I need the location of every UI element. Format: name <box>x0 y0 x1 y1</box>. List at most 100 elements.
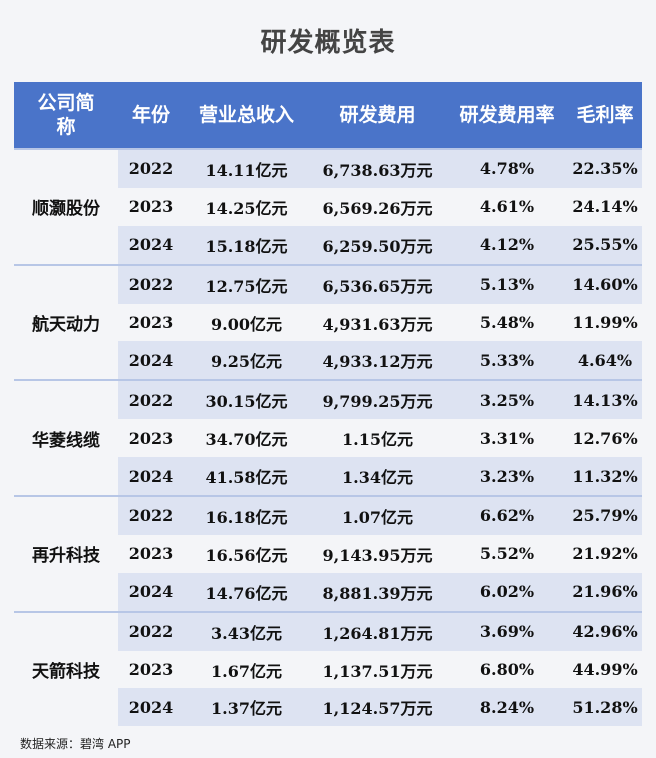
cell-rd-rate: 4.12% <box>446 225 568 265</box>
cell-revenue: 30.15亿元 <box>184 379 309 420</box>
cell-rd-expense: 6,536.65万元 <box>309 263 446 304</box>
cell-revenue: 1.67亿元 <box>184 650 309 689</box>
cell-revenue: 15.18亿元 <box>184 225 309 265</box>
cell-revenue: 12.75亿元 <box>184 263 309 304</box>
cell-gross-margin: 4.64% <box>568 341 642 381</box>
cell-company: 再升科技 <box>14 495 118 612</box>
table-row: 2024 41.58亿元 1.34亿元 3.23% 11.32% <box>14 457 642 497</box>
header-gross-margin: 毛利率 <box>568 82 642 149</box>
data-source-note: 数据来源：碧湾 APP <box>20 737 131 751</box>
cell-gross-margin: 21.92% <box>568 534 642 573</box>
cell-rd-expense: 6,738.63万元 <box>309 148 446 188</box>
cell-rd-rate: 3.69% <box>446 610 568 651</box>
cell-company: 天箭科技 <box>14 610 118 727</box>
table-row: 再升科技 2022 16.18亿元 1.07亿元 6.62% 25.79% <box>14 495 642 612</box>
cell-rd-expense: 9,799.25万元 <box>309 379 446 420</box>
cell-gross-margin: 21.96% <box>568 572 642 612</box>
cell-gross-margin: 14.60% <box>568 263 642 304</box>
cell-rd-rate: 5.13% <box>446 263 568 304</box>
header-rd-expense: 研发费用 <box>309 82 446 149</box>
cell-gross-margin: 42.96% <box>568 610 642 651</box>
cell-gross-margin: 51.28% <box>568 688 642 727</box>
cell-rd-rate: 6.80% <box>446 650 568 689</box>
cell-rd-expense: 6,259.50万元 <box>309 225 446 265</box>
cell-revenue: 34.70亿元 <box>184 419 309 458</box>
header-year: 年份 <box>118 82 184 149</box>
table-row: 2024 9.25亿元 4,933.12万元 5.33% 4.64% <box>14 341 642 381</box>
table-row: 2023 14.25亿元 6,569.26万元 4.61% 24.14% <box>14 187 642 226</box>
cell-year: 2022 <box>118 610 184 651</box>
cell-revenue: 14.25亿元 <box>184 187 309 226</box>
cell-rd-rate: 3.25% <box>446 379 568 420</box>
cell-year: 2023 <box>118 650 184 689</box>
cell-rd-expense: 1.07亿元 <box>309 495 446 535</box>
cell-gross-margin: 11.32% <box>568 457 642 497</box>
table-row: 顺灏股份 2022 14.11亿元 6,738.63万元 4.78% 22.35% <box>14 148 642 265</box>
cell-rd-rate: 6.02% <box>446 572 568 612</box>
cell-gross-margin: 44.99% <box>568 650 642 689</box>
cell-year: 2023 <box>118 303 184 342</box>
cell-revenue: 1.37亿元 <box>184 688 309 727</box>
cell-gross-margin: 14.13% <box>568 379 642 420</box>
cell-year: 2023 <box>118 419 184 458</box>
table-row: 天箭科技 2022 3.43亿元 1,264.81万元 3.69% 42.96% <box>14 610 642 727</box>
cell-year: 2024 <box>118 341 184 381</box>
cell-year: 2023 <box>118 187 184 226</box>
header-rd-rate: 研发费用率 <box>446 82 568 149</box>
table-row: 2024 15.18亿元 6,259.50万元 4.12% 25.55% <box>14 225 642 265</box>
cell-revenue: 14.11亿元 <box>184 148 309 188</box>
cell-gross-margin: 24.14% <box>568 187 642 226</box>
cell-company: 航天动力 <box>14 263 118 381</box>
rd-overview-table-container: 公司简称 年份 营业总收入 研发费用 研发费用率 毛利率 顺灏股份 2022 14.… <box>14 82 642 727</box>
cell-gross-margin: 11.99% <box>568 303 642 342</box>
table-row: 2023 9.00亿元 4,931.63万元 5.48% 11.99% <box>14 303 642 342</box>
cell-gross-margin: 25.55% <box>568 225 642 265</box>
table-row: 华菱线缆 2022 30.15亿元 9,799.25万元 3.25% 14.13% <box>14 379 642 497</box>
cell-rd-rate: 8.24% <box>446 688 568 727</box>
cell-rd-rate: 6.62% <box>446 495 568 535</box>
cell-rd-rate: 3.31% <box>446 419 568 458</box>
table-row: 2024 1.37亿元 1,124.57万元 8.24% 51.28% <box>14 688 642 727</box>
rd-overview-table: 公司简称 年份 营业总收入 研发费用 研发费用率 毛利率 顺灏股份 2022 14.… <box>14 82 642 727</box>
cell-rd-expense: 8,881.39万元 <box>309 572 446 612</box>
cell-rd-rate: 4.61% <box>446 187 568 226</box>
cell-rd-expense: 4,933.12万元 <box>309 341 446 381</box>
cell-year: 2024 <box>118 225 184 265</box>
cell-rd-expense: 4,931.63万元 <box>309 303 446 342</box>
cell-year: 2023 <box>118 534 184 573</box>
cell-revenue: 3.43亿元 <box>184 610 309 651</box>
cell-year: 2022 <box>118 379 184 420</box>
cell-rd-expense: 6,569.26万元 <box>309 187 446 226</box>
cell-revenue: 16.18亿元 <box>184 495 309 535</box>
cell-company: 华菱线缆 <box>14 379 118 497</box>
header-company: 公司简称 <box>14 82 118 149</box>
cell-year: 2022 <box>118 148 184 188</box>
table-row: 2023 1.67亿元 1,137.51万元 6.80% 44.99% <box>14 650 642 689</box>
cell-year: 2022 <box>118 495 184 535</box>
header-revenue: 营业总收入 <box>184 82 309 149</box>
cell-year: 2024 <box>118 572 184 612</box>
cell-rd-expense: 1.15亿元 <box>309 419 446 458</box>
cell-rd-expense: 1.34亿元 <box>309 457 446 497</box>
cell-revenue: 9.25亿元 <box>184 341 309 381</box>
table-row: 2023 34.70亿元 1.15亿元 3.31% 12.76% <box>14 419 642 458</box>
cell-gross-margin: 22.35% <box>568 148 642 188</box>
cell-revenue: 14.76亿元 <box>184 572 309 612</box>
cell-year: 2024 <box>118 688 184 727</box>
cell-gross-margin: 12.76% <box>568 419 642 458</box>
cell-rd-expense: 1,264.81万元 <box>309 610 446 651</box>
cell-rd-rate: 5.52% <box>446 534 568 573</box>
cell-rd-expense: 1,137.51万元 <box>309 650 446 689</box>
table-header-row: 公司简称 年份 营业总收入 研发费用 研发费用率 毛利率 <box>14 82 642 149</box>
cell-rd-expense: 9,143.95万元 <box>309 534 446 573</box>
table-row: 航天动力 2022 12.75亿元 6,536.65万元 5.13% 14.60% <box>14 263 642 381</box>
cell-revenue: 9.00亿元 <box>184 303 309 342</box>
cell-rd-rate: 3.23% <box>446 457 568 497</box>
cell-rd-rate: 4.78% <box>446 148 568 188</box>
cell-rd-expense: 1,124.57万元 <box>309 688 446 727</box>
cell-company: 顺灏股份 <box>14 148 118 265</box>
page-title: 研发概览表 <box>260 28 396 58</box>
cell-rd-rate: 5.33% <box>446 341 568 381</box>
cell-year: 2024 <box>118 457 184 497</box>
cell-year: 2022 <box>118 263 184 304</box>
